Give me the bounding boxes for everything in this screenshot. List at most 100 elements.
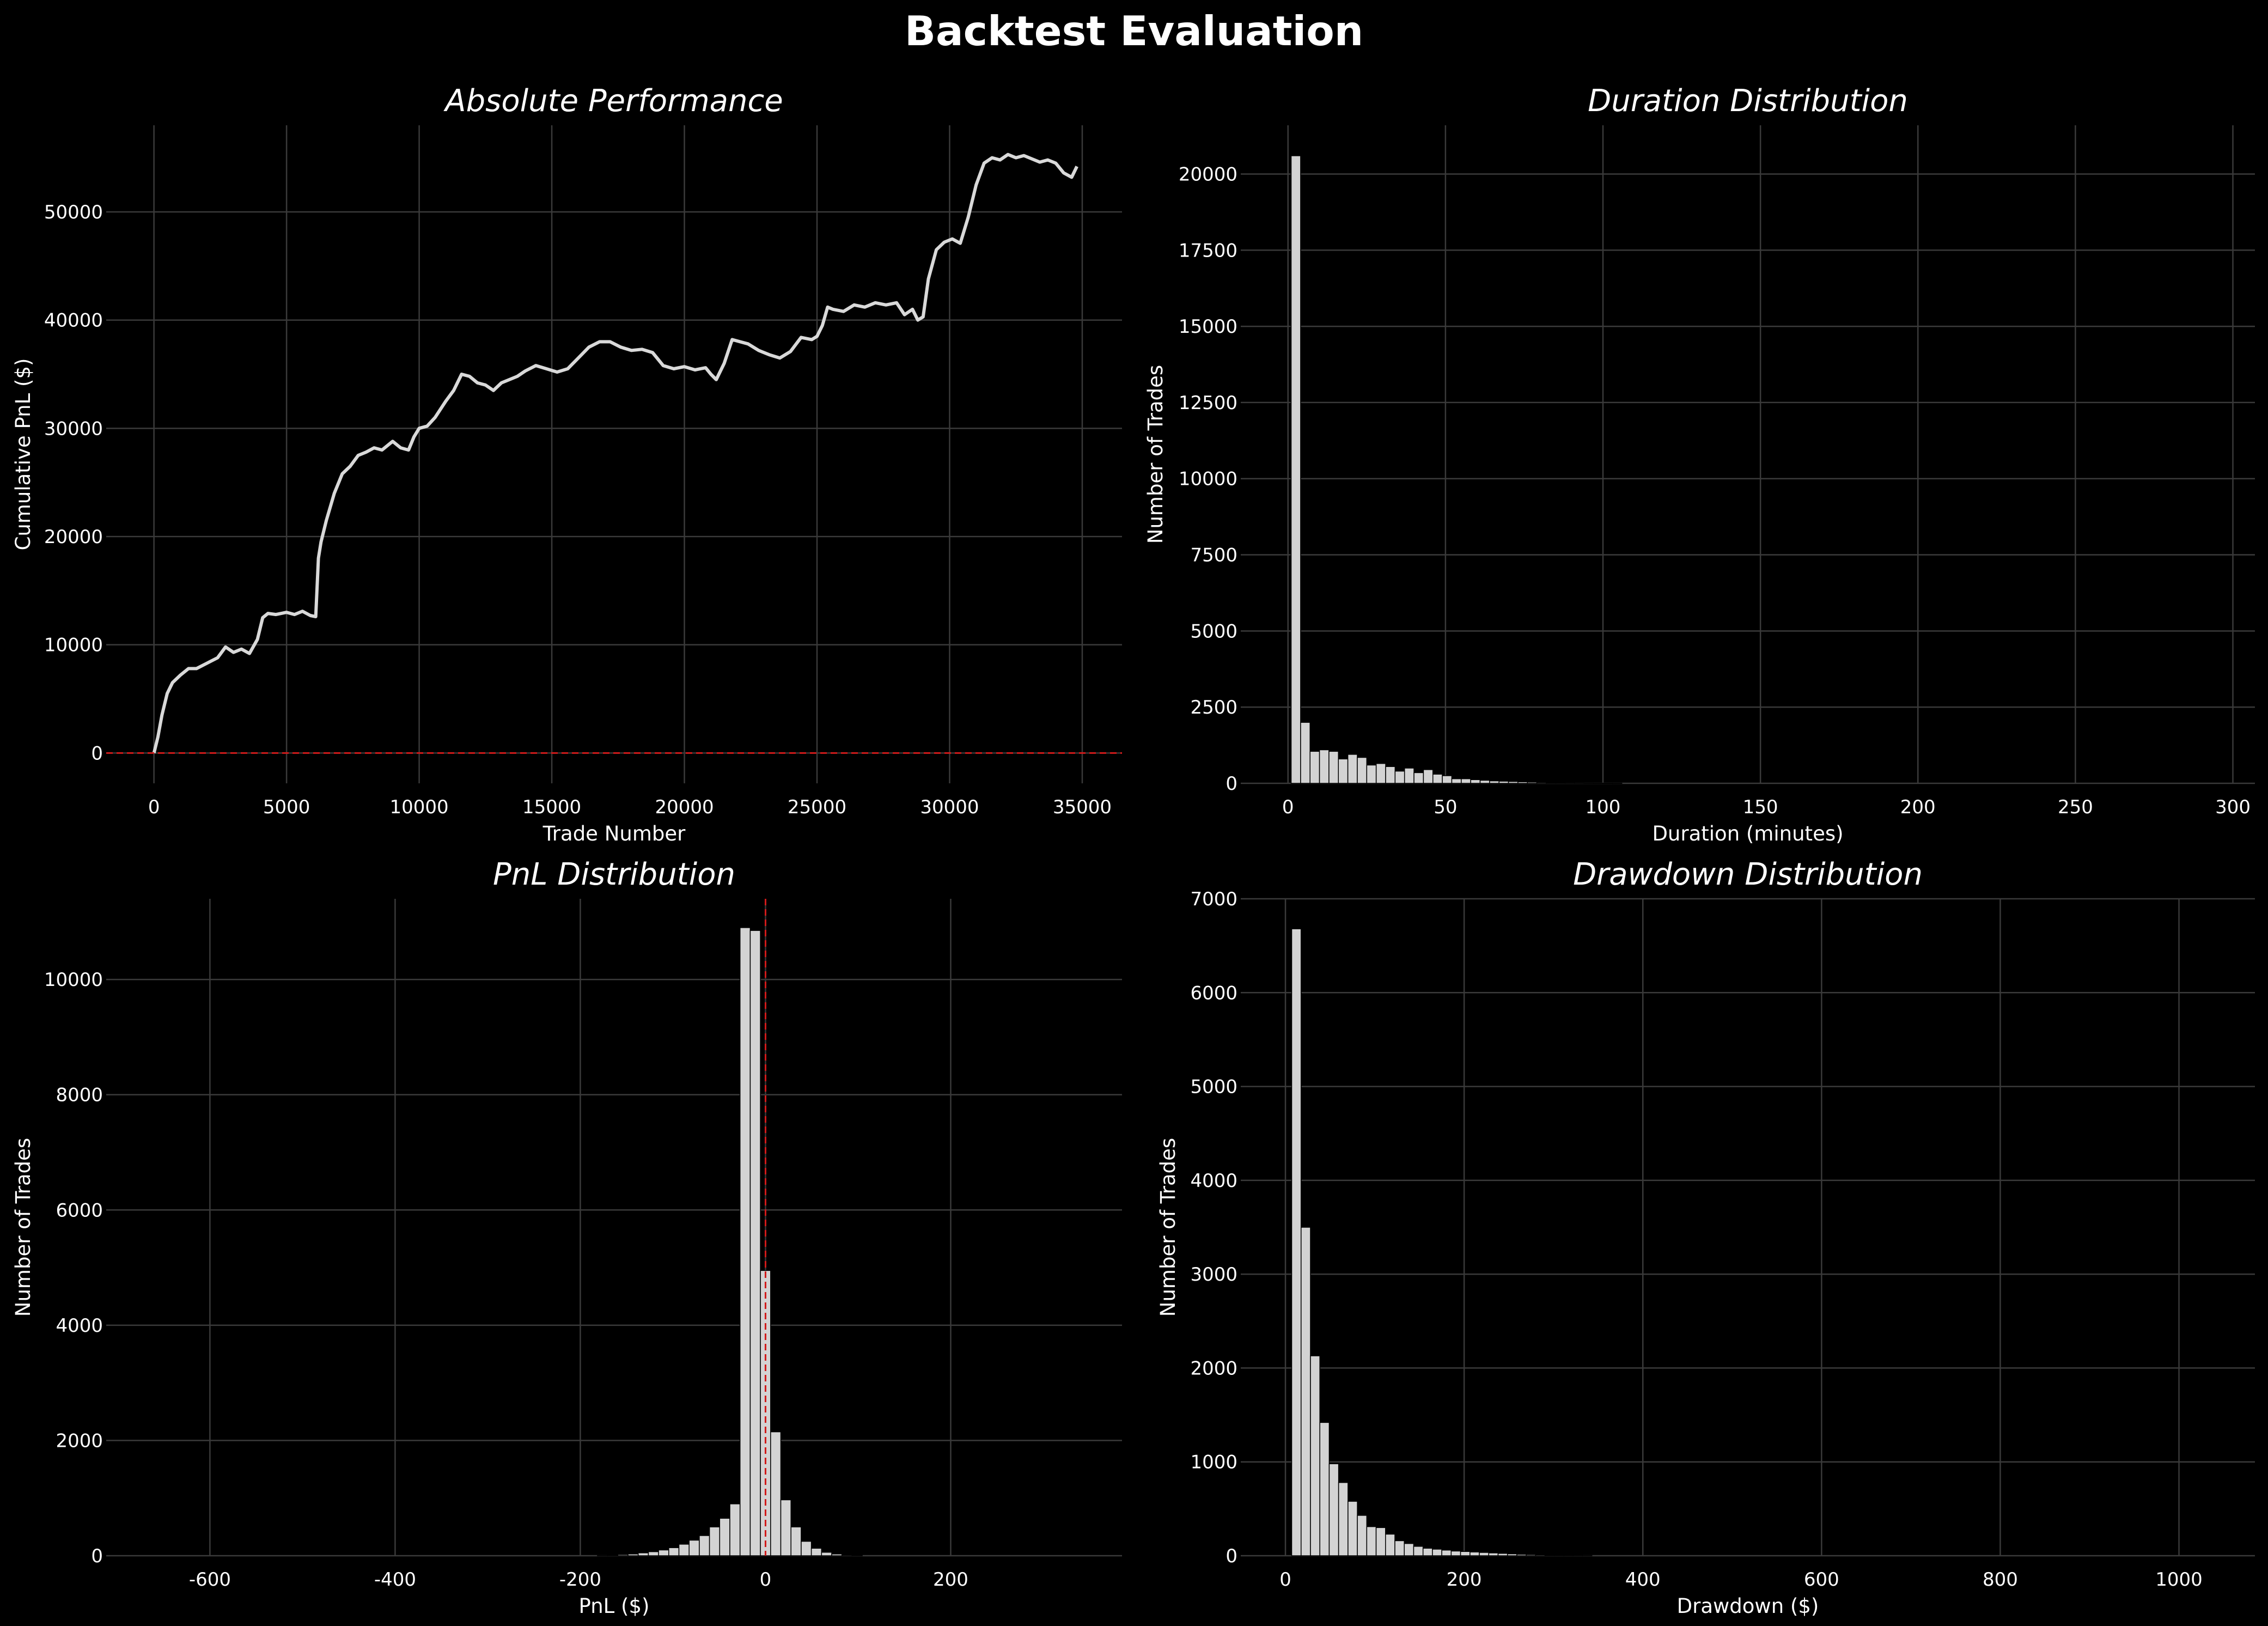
x-tick-label: 0 xyxy=(760,1569,772,1591)
y-tick-label: 2000 xyxy=(1190,1357,1237,1379)
drawdown-distribution-title: Drawdown Distribution xyxy=(1573,857,1923,892)
histogram-bar xyxy=(637,1552,649,1556)
histogram-bar xyxy=(851,1555,863,1556)
y-tick-label: 7500 xyxy=(1190,545,1237,567)
y-tick-label: 20000 xyxy=(44,526,103,548)
x-tick-label: 50 xyxy=(1434,796,1457,818)
x-tick-label: -200 xyxy=(559,1569,601,1591)
histogram-bar xyxy=(607,1555,619,1556)
histogram-bar xyxy=(1385,766,1396,784)
x-tick-label: 10000 xyxy=(390,796,449,818)
histogram-bar xyxy=(1497,1552,1508,1556)
histogram-bar xyxy=(1602,783,1613,784)
y-tick-label: 2000 xyxy=(56,1430,103,1452)
drawdown-distribution-ylabel: Number of Trades xyxy=(1156,1138,1180,1317)
x-tick-label: 25000 xyxy=(788,796,846,818)
histogram-bar xyxy=(1375,1527,1386,1556)
x-tick-label: 35000 xyxy=(1053,796,1112,818)
histogram-bar xyxy=(821,1551,832,1556)
histogram-bar xyxy=(1508,781,1519,784)
histogram-bar xyxy=(648,1551,659,1556)
histogram-bar xyxy=(1432,1549,1442,1556)
histogram-bar xyxy=(1357,757,1368,784)
y-tick-label: 20000 xyxy=(1179,163,1237,185)
histogram-bar xyxy=(1432,774,1443,784)
duration-distribution-xlabel: Duration (minutes) xyxy=(1652,822,1843,845)
x-tick-label: 200 xyxy=(1447,1569,1482,1591)
histogram-bar xyxy=(1338,1482,1349,1556)
y-tick-label: 4000 xyxy=(1190,1170,1237,1192)
x-tick-label: 30000 xyxy=(920,796,979,818)
histogram-bar xyxy=(1450,1550,1461,1556)
histogram-bar xyxy=(1536,782,1547,784)
histogram-bar xyxy=(719,1518,730,1556)
histogram-bar xyxy=(1544,1554,1555,1556)
x-tick-label: 0 xyxy=(1279,1569,1291,1591)
y-tick-label: 1000 xyxy=(1190,1452,1237,1473)
histogram-bar xyxy=(1394,1540,1405,1556)
x-tick-label: 0 xyxy=(148,796,160,818)
absolute-performance-ticks: 0 5000 10000 15000 20000 25000 30000 35000 0 1000… xyxy=(44,202,1112,818)
histogram-bar xyxy=(831,1554,843,1556)
histogram-bar xyxy=(1404,1543,1415,1556)
drawdown-distribution-ticks: 0 200 400 600 800 1000 0 1000 2000 3000 4000 5000 60… xyxy=(1190,888,2202,1591)
histogram-bar xyxy=(658,1549,669,1556)
histogram-bar xyxy=(1309,751,1320,784)
duration-distribution-title: Duration Distribution xyxy=(1588,83,1908,119)
y-tick-label: 5000 xyxy=(1190,1076,1237,1098)
absolute-performance-marks xyxy=(106,153,1122,754)
histogram-bar xyxy=(678,1544,690,1556)
y-tick-label: 17500 xyxy=(1179,240,1237,261)
histogram-bar xyxy=(1328,751,1339,784)
histogram-bar xyxy=(1563,1555,1574,1556)
histogram-bar xyxy=(1413,772,1424,784)
histogram-bar xyxy=(1300,1227,1311,1556)
y-tick-label: 7000 xyxy=(1190,888,1237,910)
histogram-bar xyxy=(617,1554,629,1556)
y-tick-label: 30000 xyxy=(44,418,103,440)
histogram-bar xyxy=(1489,780,1499,784)
x-tick-label: 15000 xyxy=(522,796,581,818)
histogram-bar xyxy=(699,1535,710,1556)
cumulative-pnl-line xyxy=(152,153,1078,754)
histogram-bar xyxy=(1516,1554,1527,1556)
duration-distribution-ylabel: Number of Trades xyxy=(1144,365,1167,544)
histogram-bar xyxy=(597,1555,608,1556)
y-tick-label: 10000 xyxy=(44,969,103,991)
histogram-bar xyxy=(1348,1501,1358,1556)
histogram-bar xyxy=(1582,1555,1593,1556)
histogram-bar xyxy=(1300,722,1310,784)
y-tick-label: 2500 xyxy=(1190,697,1237,718)
x-tick-label: 300 xyxy=(2215,796,2251,818)
histogram-bar xyxy=(1612,783,1623,784)
histogram-bar xyxy=(627,1554,639,1556)
histogram-bar xyxy=(1441,1549,1452,1556)
x-tick-label: -600 xyxy=(189,1569,231,1591)
histogram-bar xyxy=(1488,1552,1499,1556)
x-tick-label: 250 xyxy=(2058,796,2093,818)
drawdown-distribution-marks xyxy=(1291,928,1593,1556)
histogram-bar xyxy=(1498,781,1509,784)
histogram-bar xyxy=(709,1526,721,1556)
histogram-bar xyxy=(1593,782,1604,784)
histogram-bar xyxy=(1366,1526,1377,1556)
x-tick-label: 400 xyxy=(1625,1569,1661,1591)
histogram-bar xyxy=(801,1540,812,1556)
histogram-bar xyxy=(1479,779,1490,784)
histogram-bar xyxy=(841,1554,853,1556)
y-tick-label: 5000 xyxy=(1190,620,1237,642)
histogram-bar xyxy=(1461,778,1471,784)
absolute-performance-ylabel: Cumulative PnL ($) xyxy=(11,358,35,551)
histogram-bar xyxy=(1319,749,1330,784)
histogram-bar xyxy=(739,927,751,1556)
y-tick-label: 10000 xyxy=(44,635,103,656)
histogram-bar xyxy=(749,930,761,1556)
histogram-bar xyxy=(1357,1515,1368,1556)
histogram-bar xyxy=(1470,779,1481,784)
histogram-bar xyxy=(1366,764,1377,784)
pnl-distribution-title: PnL Distribution xyxy=(493,857,735,892)
y-tick-label: 8000 xyxy=(56,1085,103,1106)
y-tick-label: 50000 xyxy=(44,202,103,223)
